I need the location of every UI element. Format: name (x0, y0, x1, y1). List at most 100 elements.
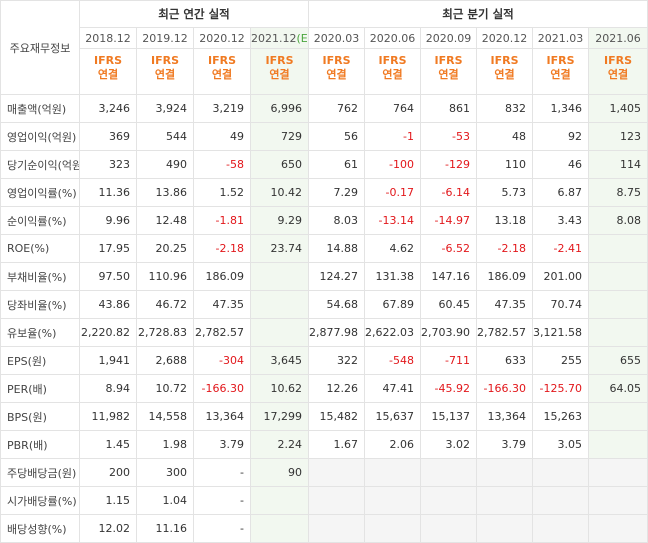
table-cell: 15,637 (364, 402, 421, 431)
table-cell: 1.67 (308, 430, 365, 459)
table-cell (250, 486, 309, 515)
table-cell: 92 (532, 122, 589, 151)
period-header: 2020.09 (420, 27, 477, 49)
table-cell: 7.29 (308, 178, 365, 207)
table-row: 순이익률(%) 9.96 12.48 -1.81 9.29 8.03 -13.14 -14.9… (0, 206, 648, 235)
table-cell: -304 (193, 346, 251, 375)
table-cell: 2,782.57 (476, 318, 533, 347)
row-label: 영업이익률(%) (0, 178, 80, 207)
ifrs-basis-label: IFRS 연결 (136, 48, 194, 95)
table-cell: 2.24 (250, 430, 309, 459)
table-cell: 322 (308, 346, 365, 375)
table-cell (364, 514, 421, 543)
table-cell: 11.16 (136, 514, 194, 543)
table-cell: 110.96 (136, 262, 194, 291)
row-label: ROE(%) (0, 234, 80, 263)
table-cell: 1.15 (79, 486, 137, 515)
period-label: 2019.12 (142, 31, 188, 45)
table-cell: 323 (79, 150, 137, 179)
table-cell: 1.98 (136, 430, 194, 459)
table-cell (587, 486, 648, 515)
table-cell (364, 458, 421, 487)
table-row: PER(배) 8.94 10.72 -166.30 10.62 12.26 47.41 -45… (0, 374, 648, 403)
table-cell (587, 234, 648, 263)
table-row: 배당성향(%) 12.02 11.16- (0, 514, 648, 543)
table-cell: 3.05 (532, 430, 589, 459)
table-cell (476, 486, 533, 515)
period-header: 2020.03 (308, 27, 365, 49)
table-cell: -13.14 (364, 206, 421, 235)
period-header: 2020.12 (193, 27, 251, 49)
row-label: 주당배당금(원) (0, 458, 80, 487)
table-cell: - (193, 514, 251, 543)
table-cell: 300 (136, 458, 194, 487)
table-row: PBR(배) 1.45 1.98 3.79 2.24 1.67 2.06 3.02 3.79 3.… (0, 430, 648, 459)
table-cell: 2,703.90 (420, 318, 477, 347)
table-cell: 15,482 (308, 402, 365, 431)
row-label: 순이익률(%) (0, 206, 80, 235)
table-cell: 13,364 (476, 402, 533, 431)
table-cell: 3.43 (532, 206, 589, 235)
table-cell: 47.35 (193, 290, 251, 319)
table-row: 영업이익률(%) 11.36 13.86 1.52 10.42 7.29 -0.17 -6.1… (0, 178, 648, 207)
table-cell: 14.88 (308, 234, 365, 263)
table-cell: 201.00 (532, 262, 589, 291)
row-label: EPS(원) (0, 346, 80, 375)
consolidated-label: 연결 (438, 68, 459, 81)
table-cell: 11.36 (79, 178, 137, 207)
table-cell: 633 (476, 346, 533, 375)
period-label: 2021.12 (251, 31, 297, 45)
table-cell: 15,137 (420, 402, 477, 431)
table-cell: 9.29 (250, 206, 309, 235)
table-cell: 20.25 (136, 234, 194, 263)
table-cell: -2.18 (193, 234, 251, 263)
table-cell: -166.30 (476, 374, 533, 403)
quarter-group-header: 최근 분기 실적 (307, 0, 648, 28)
table-row: 유보율(%) 2,220.82 2,728.83 2,782.57 2,877.98 2,… (0, 318, 648, 347)
consolidated-label: 연결 (211, 68, 233, 81)
table-cell (250, 514, 309, 543)
consolidated-label: 연결 (154, 68, 176, 81)
table-cell: 147.16 (420, 262, 477, 291)
table-cell: 43.86 (79, 290, 137, 319)
row-label: 부채비율(%) (0, 262, 80, 291)
table-cell: 70.74 (532, 290, 589, 319)
table-cell: 54.68 (308, 290, 365, 319)
table-row: 부채비율(%) 97.50 110.96 186.09 124.27 131.38 147.… (0, 262, 648, 291)
table-cell: 17.95 (79, 234, 137, 263)
table-cell: 10.42 (250, 178, 309, 207)
table-cell: 255 (532, 346, 589, 375)
table-cell: -45.92 (420, 374, 477, 403)
table-row: EPS(원) 1,941 2,688 -304 3,645 322 -548 -711 633 2… (0, 346, 648, 375)
table-cell: 23.74 (250, 234, 309, 263)
table-cell: 369 (79, 122, 137, 151)
table-cell: 46 (532, 150, 589, 179)
table-cell (420, 486, 477, 515)
table-cell (308, 514, 365, 543)
table-cell: 1,405 (587, 94, 648, 123)
table-cell: 17,299 (250, 402, 309, 431)
consolidated-label: 연결 (382, 68, 403, 81)
row-label: PBR(배) (0, 430, 80, 459)
ifrs-label: IFRS (94, 54, 122, 67)
table-cell: 8.08 (587, 206, 648, 235)
table-cell: 186.09 (476, 262, 533, 291)
annual-group-header: 최근 연간 실적 (79, 0, 309, 28)
table-cell: 48 (476, 122, 533, 151)
table-cell: 2.06 (364, 430, 421, 459)
row-label: 영업이익(억원) (0, 122, 80, 151)
row-label: 당좌비율(%) (0, 290, 80, 319)
row-label: 배당성향(%) (0, 514, 80, 543)
ifrs-label: IFRS (604, 54, 633, 67)
period-header: 2021.06 (587, 27, 648, 49)
period-header: 2019.12 (136, 27, 194, 49)
table-cell (250, 318, 309, 347)
table-cell: 1.45 (79, 430, 137, 459)
table-cell: 47.35 (476, 290, 533, 319)
table-cell: 49 (193, 122, 251, 151)
table-cell: 3,246 (79, 94, 137, 123)
table-cell (532, 458, 589, 487)
table-cell: -125.70 (532, 374, 589, 403)
row-label: 매출액(억원) (0, 94, 80, 123)
table-cell: -14.97 (420, 206, 477, 235)
